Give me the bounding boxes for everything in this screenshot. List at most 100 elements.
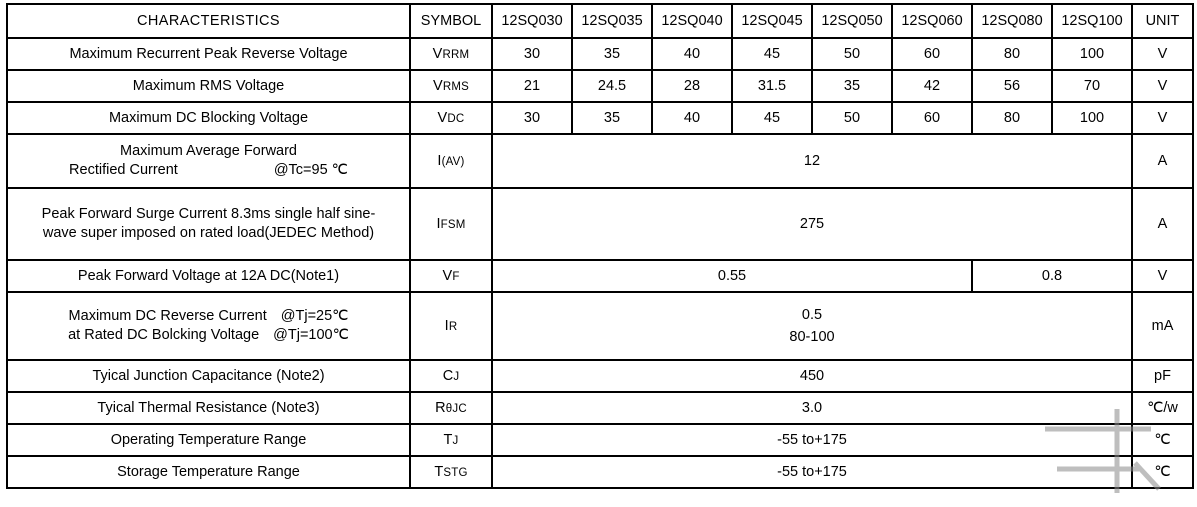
characteristic-line-1: Peak Forward Surge Current 8.3ms single … — [41, 206, 376, 223]
symbol-subscript: DC — [447, 112, 465, 125]
symbol-subscript: FSM — [440, 218, 466, 231]
row-merged-value: -55 to+175 — [491, 455, 1133, 489]
table-row: Operating Temperature Range TJ -55 to+17… — [6, 423, 1194, 457]
symbol-main: V — [432, 45, 443, 62]
row-unit: V — [1131, 101, 1194, 135]
row-characteristic: Peak Forward Surge Current 8.3ms single … — [6, 187, 411, 261]
row-value: 56 — [971, 69, 1053, 103]
row-unit: ℃ — [1131, 455, 1194, 489]
row-value: 24.5 — [571, 69, 653, 103]
row-value: 100 — [1051, 37, 1133, 71]
test-condition-2: @Tj=100℃ — [273, 327, 349, 343]
table-row: Maximum DC Blocking Voltage VDC 30 35 40… — [6, 101, 1194, 135]
row-symbol: IFSM — [409, 187, 493, 261]
table-header-row: CHARACTERISTICS SYMBOL 12SQ030 12SQ035 1… — [6, 3, 1194, 39]
row-unit: mA — [1131, 291, 1194, 361]
row-unit: V — [1131, 37, 1194, 71]
table-row: Storage Temperature Range TSTG -55 to+17… — [6, 455, 1194, 489]
characteristic-line-1: Maximum Average Forward — [119, 143, 298, 160]
row-unit: A — [1131, 187, 1194, 261]
table-row: Maximum DC Reverse Current @Tj=25℃ at Rat… — [6, 291, 1194, 361]
symbol-main: R — [435, 399, 446, 416]
symbol-subscript: (AV) — [441, 155, 465, 168]
row-unit: ℃ — [1131, 423, 1194, 457]
row-value: 30 — [491, 101, 573, 135]
symbol-subscript: θJC — [445, 402, 467, 415]
symbol-subscript: RMS — [442, 80, 470, 93]
row-value: 80 — [971, 37, 1053, 71]
row-symbol: I(AV) — [409, 133, 493, 189]
symbol-main: V — [442, 267, 453, 284]
characteristics-table: CHARACTERISTICS SYMBOL 12SQ030 12SQ035 1… — [6, 3, 1194, 489]
column-header-part-3: 12SQ045 — [731, 3, 813, 39]
row-value: 45 — [731, 101, 813, 135]
row-characteristic: Storage Temperature Range — [6, 455, 411, 489]
characteristic-text: Rectified Current — [69, 162, 178, 178]
row-value: 21 — [491, 69, 573, 103]
symbol-subscript: F — [452, 270, 460, 283]
column-header-part-7: 12SQ100 — [1051, 3, 1133, 39]
row-value: 28 — [651, 69, 733, 103]
row-value: 70 — [1051, 69, 1133, 103]
characteristic-line-2: wave super imposed on rated load(JEDEC M… — [42, 225, 375, 241]
symbol-main: C — [442, 367, 454, 384]
row-unit: pF — [1131, 359, 1194, 393]
row-value: 100 — [1051, 101, 1133, 135]
row-value: 60 — [891, 101, 973, 135]
row-value: 35 — [811, 69, 893, 103]
row-value: 40 — [651, 101, 733, 135]
row-symbol: VRRM — [409, 37, 493, 71]
row-value: 30 — [491, 37, 573, 71]
merged-value-line-1: 0.5 — [801, 306, 823, 323]
row-value: 35 — [571, 101, 653, 135]
row-value: 80 — [971, 101, 1053, 135]
column-header-part-0: 12SQ030 — [491, 3, 573, 39]
column-header-part-6: 12SQ080 — [971, 3, 1053, 39]
row-merged-value-low: 0.55 — [491, 259, 973, 293]
row-value: 31.5 — [731, 69, 813, 103]
row-symbol: VRMS — [409, 69, 493, 103]
row-unit: A — [1131, 133, 1194, 189]
symbol-main: T — [434, 463, 444, 480]
row-value: 35 — [571, 37, 653, 71]
row-merged-value-high: 0.8 — [971, 259, 1133, 293]
row-characteristic: Maximum RMS Voltage — [6, 69, 411, 103]
symbol-subscript: R — [448, 320, 458, 333]
table-row: Tyical Junction Capacitance (Note2) CJ 4… — [6, 359, 1194, 393]
column-header-part-5: 12SQ060 — [891, 3, 973, 39]
test-condition: @Tc=95 ℃ — [273, 162, 348, 178]
row-merged-value: 275 — [491, 187, 1133, 261]
row-unit: V — [1131, 259, 1194, 293]
table-row: Peak Forward Voltage at 12A DC(Note1) VF… — [6, 259, 1194, 293]
row-characteristic: Maximum DC Reverse Current @Tj=25℃ at Rat… — [6, 291, 411, 361]
characteristic-text: at Rated DC Bolcking Voltage — [68, 327, 260, 343]
row-value: 60 — [891, 37, 973, 71]
row-merged-value: 0.5 80-100 — [491, 291, 1133, 361]
row-symbol: CJ — [409, 359, 493, 393]
column-header-part-4: 12SQ050 — [811, 3, 893, 39]
row-characteristic: Maximum Average Forward Rectified Curren… — [6, 133, 411, 189]
column-header-part-1: 12SQ035 — [571, 3, 653, 39]
row-value: 50 — [811, 101, 893, 135]
characteristic-line-2: at Rated DC Bolcking Voltage @Tj=100℃ — [12, 326, 405, 345]
table-row: Tyical Thermal Resistance (Note3) RθJC 3… — [6, 391, 1194, 425]
row-value: 42 — [891, 69, 973, 103]
row-value: 50 — [811, 37, 893, 71]
symbol-subscript: J — [453, 370, 460, 383]
row-unit: ℃/w — [1131, 391, 1194, 425]
table-row: Maximum Average Forward Rectified Curren… — [6, 133, 1194, 189]
symbol-subscript: STG — [443, 466, 468, 479]
row-characteristic: Maximum DC Blocking Voltage — [6, 101, 411, 135]
row-characteristic: Tyical Junction Capacitance (Note2) — [6, 359, 411, 393]
row-merged-value: -55 to+175 — [491, 423, 1133, 457]
row-symbol: VDC — [409, 101, 493, 135]
column-header-part-2: 12SQ040 — [651, 3, 733, 39]
row-symbol: TJ — [409, 423, 493, 457]
row-unit: V — [1131, 69, 1194, 103]
symbol-main: T — [443, 431, 453, 448]
row-symbol: RθJC — [409, 391, 493, 425]
column-header-symbol: SYMBOL — [409, 3, 493, 39]
symbol-main: I — [437, 152, 442, 169]
row-value: 45 — [731, 37, 813, 71]
row-symbol: IR — [409, 291, 493, 361]
